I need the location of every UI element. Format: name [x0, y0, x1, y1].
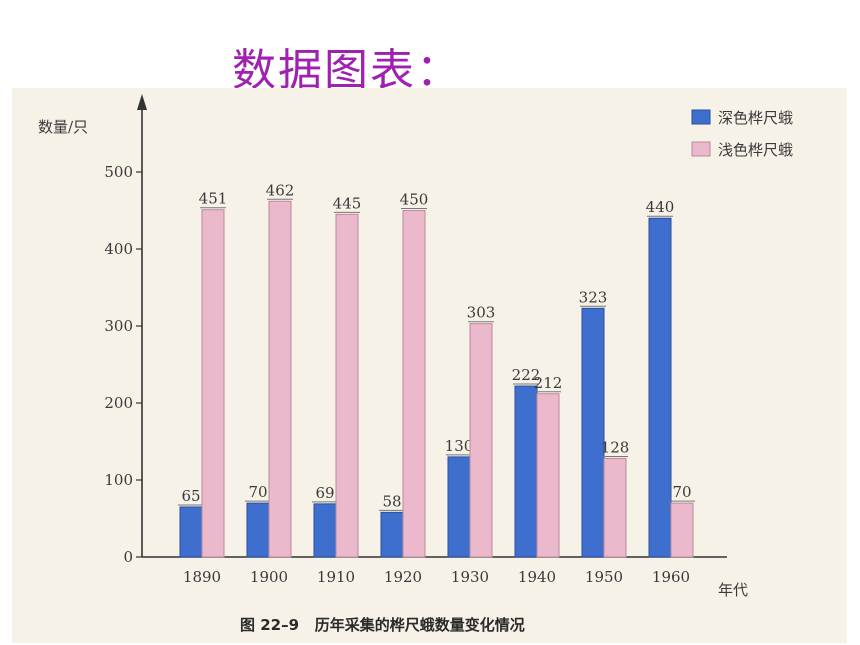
data-label: 451 [199, 190, 228, 208]
legend-label: 浅色桦尺蛾 [718, 141, 793, 159]
x-tick-label: 1920 [384, 568, 422, 586]
bar-chart: 数量/只年代 0 100 200 300 400 500 65 451 1890 70 462 1900… [38, 94, 793, 599]
x-tick-label: 1900 [250, 568, 288, 586]
y-tick-label: 500 [104, 163, 133, 181]
y-tick-label: 300 [104, 317, 133, 335]
slide-title: 数据图表： [232, 45, 462, 96]
x-tick-label: 1930 [451, 568, 489, 586]
bar-dark-moth [648, 217, 672, 558]
x-tick-label: 1910 [317, 568, 355, 586]
bar-dark-moth [246, 502, 270, 558]
data-label: 450 [400, 191, 429, 209]
y-axis-arrow [137, 94, 147, 110]
legend-label: 深色桦尺蛾 [718, 109, 793, 127]
bar-light-moth [536, 393, 560, 558]
x-tick-label: 1950 [585, 568, 623, 586]
x-tick-label: 1940 [518, 568, 556, 586]
data-label: 130 [445, 437, 474, 455]
data-label: 462 [266, 181, 295, 199]
bar-light-moth [268, 200, 292, 558]
bar-light-moth [670, 502, 694, 558]
data-label: 303 [467, 304, 496, 322]
y-tick-label: 200 [104, 394, 133, 412]
y-tick-label: 400 [104, 240, 133, 258]
bar-dark-moth [581, 307, 605, 558]
bar-dark-moth [514, 385, 538, 558]
x-tick-label: 1890 [183, 568, 221, 586]
bar-light-moth [469, 323, 493, 558]
bar-dark-moth [380, 511, 404, 558]
data-label: 128 [601, 438, 630, 456]
y-tick-label: 0 [123, 548, 133, 566]
data-label: 445 [333, 194, 362, 212]
x-tick-label: 1960 [652, 568, 690, 586]
legend-swatch-dark [691, 109, 711, 125]
bar-dark-moth [447, 456, 471, 558]
data-label: 65 [181, 487, 200, 505]
data-label: 70 [248, 483, 267, 501]
bar-light-moth [335, 213, 359, 558]
bar-dark-moth [313, 503, 337, 558]
data-label: 70 [672, 483, 691, 501]
y-tick-label: 100 [104, 471, 133, 489]
x-axis-label: 年代 [718, 581, 748, 599]
chart-figure: 数量/只年代 0 100 200 300 400 500 65 451 1890 70 462 1900… [12, 88, 847, 643]
data-label: 440 [646, 198, 675, 216]
data-label: 212 [534, 374, 563, 392]
data-label: 323 [579, 288, 608, 306]
legend-swatch-light [691, 141, 711, 157]
data-label: 58 [382, 492, 401, 510]
figure-caption: 图 22–9 历年采集的桦尺蛾数量变化情况 [240, 616, 525, 634]
data-label: 69 [315, 484, 334, 502]
y-axis-label: 数量/只 [38, 118, 88, 136]
bar-dark-moth [179, 506, 203, 558]
bar-light-moth [201, 209, 225, 558]
bar-light-moth [603, 457, 627, 558]
data-label: 222 [512, 366, 541, 384]
bar-light-moth [402, 210, 426, 558]
